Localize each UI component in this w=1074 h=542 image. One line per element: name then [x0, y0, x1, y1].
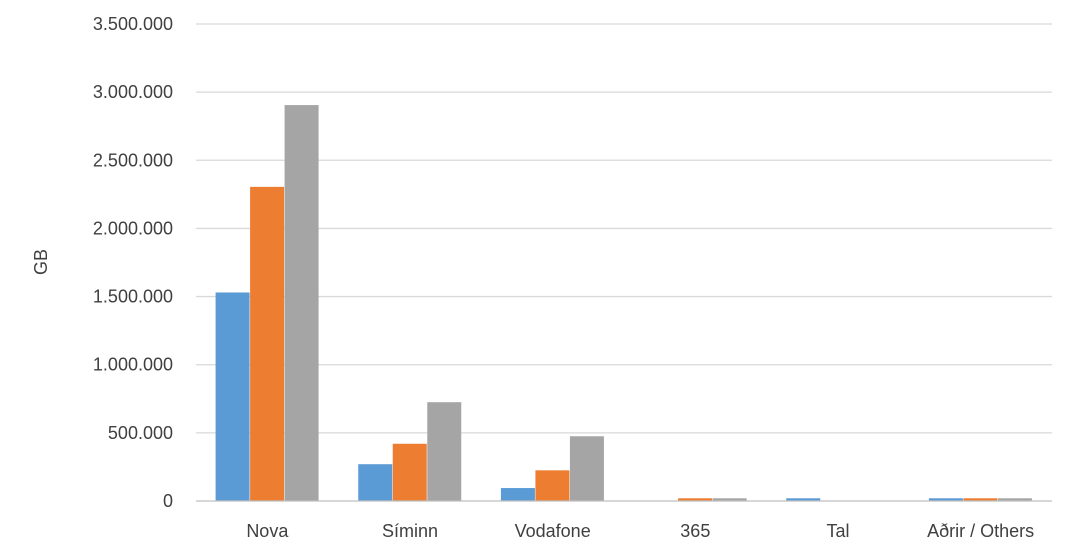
bar: [427, 402, 462, 501]
x-tick-label: Nova: [246, 521, 289, 541]
bar: [500, 488, 535, 501]
y-tick-label: 500.000: [108, 423, 173, 443]
bar: [963, 498, 998, 501]
bar: [678, 498, 713, 501]
bar: [786, 498, 821, 501]
x-tick-label: Aðrir / Others: [927, 521, 1034, 541]
y-tick-label: 3.500.000: [93, 14, 173, 34]
gridlines: [196, 23, 1052, 434]
bar: [215, 292, 250, 501]
x-tick-label: 365: [680, 521, 710, 541]
bars: [215, 105, 1032, 501]
bar: [392, 443, 427, 501]
bar: [928, 498, 963, 501]
x-tick-label: Tal: [826, 521, 849, 541]
y-tick-label: 2.000.000: [93, 218, 173, 238]
y-tick-label: 3.000.000: [93, 82, 173, 102]
bar: [535, 470, 570, 501]
y-axis-title: GB: [31, 249, 51, 275]
bar: [250, 186, 285, 501]
bar: [358, 464, 393, 501]
bar: [712, 498, 747, 501]
y-tick-label: 0: [163, 491, 173, 511]
y-tick-labels: 0 500.000 1.000.000 1.500.000 2.000.000 2.500…: [93, 14, 173, 511]
x-tick-labels: Nova Síminn Vodafone 365 Tal Aðrir / Others: [246, 521, 1034, 541]
y-tick-label: 2.500.000: [93, 150, 173, 170]
bar: [997, 498, 1032, 501]
x-tick-label: Síminn: [382, 521, 438, 541]
bar: [569, 436, 604, 501]
y-tick-label: 1.000.000: [93, 355, 173, 375]
x-tick-label: Vodafone: [515, 521, 591, 541]
bar: [284, 105, 319, 501]
y-tick-label: 1.500.000: [93, 287, 173, 307]
